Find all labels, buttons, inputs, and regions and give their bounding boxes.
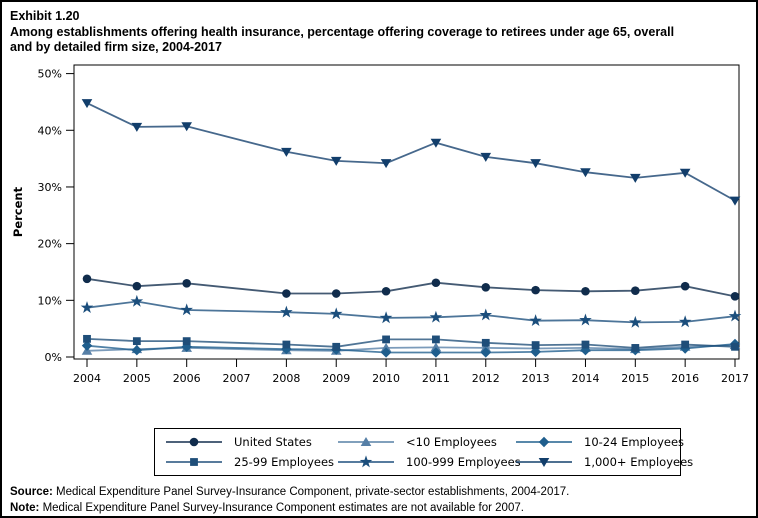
legend-item-label: <10 Employees: [406, 434, 497, 449]
legend-item-label: 25-99 Employees: [234, 454, 335, 469]
svg-text:2014: 2014: [571, 372, 599, 385]
legend-item-label: United States: [234, 434, 312, 449]
chart-title-line1: Among establishments offering health ins…: [10, 24, 675, 39]
chart-footer: Source: Medical Expenditure Panel Survey…: [10, 484, 756, 516]
triangle-up-marker-icon: [338, 436, 394, 446]
svg-text:40%: 40%: [38, 124, 62, 137]
svg-text:2015: 2015: [621, 372, 649, 385]
svg-text:2013: 2013: [522, 372, 550, 385]
legend-item-label: 1,000+ Employees: [584, 454, 694, 469]
svg-text:Percent: Percent: [11, 186, 25, 237]
exhibit-label: Exhibit 1.20: [10, 9, 80, 23]
svg-text:2017: 2017: [721, 372, 749, 385]
legend-item-25-99-employees: 25-99 Employees: [165, 453, 337, 471]
note-text: Medical Expenditure Panel Survey-Insuran…: [39, 501, 524, 514]
source-text: Medical Expenditure Panel Survey-Insuran…: [52, 485, 570, 498]
note-line: Note: Medical Expenditure Panel Survey-I…: [10, 500, 756, 516]
circle-marker-icon: [166, 437, 222, 446]
svg-text:2005: 2005: [123, 372, 151, 385]
svg-text:50%: 50%: [38, 67, 62, 80]
legend-item-label: 100-999 Employees: [406, 454, 521, 469]
svg-text:2006: 2006: [173, 372, 201, 385]
triangle-down-marker-icon: [516, 457, 572, 467]
svg-text:0%: 0%: [45, 351, 62, 364]
svg-text:2004: 2004: [73, 372, 101, 385]
line-chart: 0% 10% 20% 30% 40% 50% 2004 2005 2006 2007 2008 200…: [11, 64, 749, 385]
star-marker-icon: [338, 454, 394, 467]
diamond-marker-icon: [516, 436, 572, 447]
svg-text:2011: 2011: [422, 372, 450, 385]
note-label: Note:: [10, 501, 40, 514]
legend-item-united-states: United States: [165, 433, 337, 451]
svg-text:2009: 2009: [322, 372, 350, 385]
svg-text:2016: 2016: [671, 372, 699, 385]
legend-box: United States <10 Employees 10-24 Employ…: [154, 427, 693, 476]
legend-item-100-999-employees: 100-999 Employees: [337, 453, 521, 471]
svg-text:2012: 2012: [472, 372, 500, 385]
legend-item-lt10-employees: <10 Employees: [337, 433, 515, 451]
source-line: Source: Medical Expenditure Panel Survey…: [10, 484, 756, 500]
legend-item-label: 10-24 Employees: [584, 434, 685, 449]
legend-item-10-24-employees: 10-24 Employees: [515, 433, 693, 451]
svg-text:10%: 10%: [38, 294, 62, 307]
svg-text:2010: 2010: [372, 372, 400, 385]
legend-item-1000plus-employees: 1,000+ Employees: [515, 453, 693, 471]
svg-text:2008: 2008: [272, 372, 300, 385]
source-label: Source:: [10, 485, 53, 498]
svg-text:20%: 20%: [38, 237, 62, 250]
svg-text:2007: 2007: [223, 372, 251, 385]
chart-title-line2: and by detailed firm size, 2004-2017: [10, 40, 222, 54]
svg-text:30%: 30%: [38, 180, 62, 193]
chart-header: Exhibit 1.20 Among establishments offeri…: [2, 2, 756, 56]
square-marker-icon: [166, 457, 222, 466]
